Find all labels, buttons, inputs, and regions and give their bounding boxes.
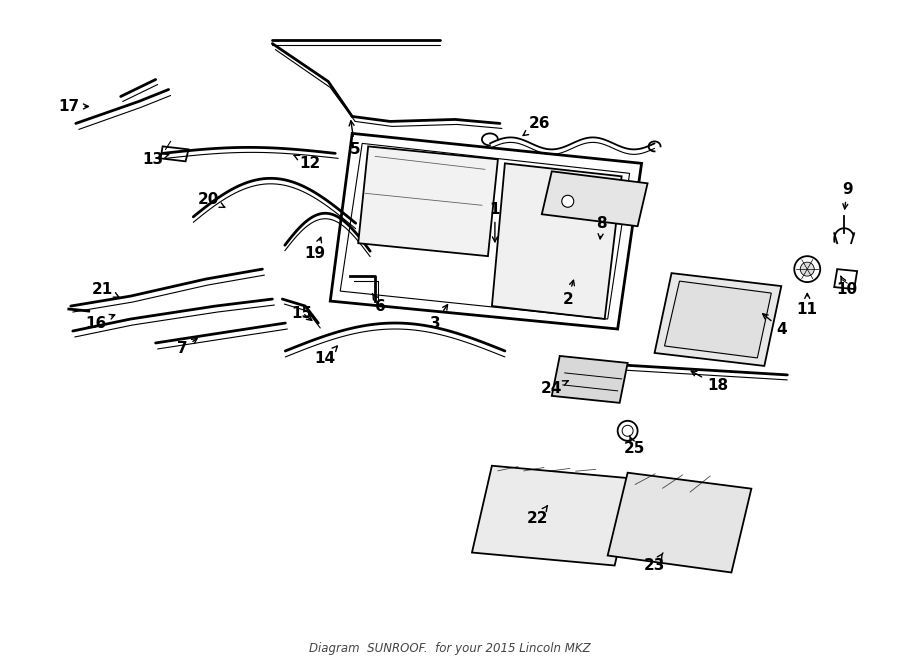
Text: 5: 5 <box>349 121 361 157</box>
Text: 19: 19 <box>305 237 326 260</box>
Text: 22: 22 <box>527 506 549 526</box>
Polygon shape <box>542 171 648 226</box>
Text: 17: 17 <box>58 99 88 114</box>
Text: 6: 6 <box>373 293 385 313</box>
Text: 24: 24 <box>541 381 568 397</box>
Text: 12: 12 <box>294 155 321 171</box>
Text: 11: 11 <box>796 293 818 317</box>
Text: 13: 13 <box>142 152 169 167</box>
Text: 8: 8 <box>597 215 607 239</box>
Text: 10: 10 <box>837 276 858 297</box>
Text: 16: 16 <box>86 315 114 330</box>
Polygon shape <box>492 163 622 319</box>
Circle shape <box>617 421 637 441</box>
Text: Diagram  SUNROOF.  for your 2015 Lincoln MKZ: Diagram SUNROOF. for your 2015 Lincoln M… <box>310 642 590 655</box>
Circle shape <box>800 262 814 276</box>
Polygon shape <box>472 466 634 566</box>
Text: 20: 20 <box>198 192 225 208</box>
Text: 23: 23 <box>644 553 665 573</box>
Text: 14: 14 <box>315 346 338 366</box>
Polygon shape <box>358 146 498 256</box>
Polygon shape <box>664 281 771 358</box>
Polygon shape <box>834 269 857 289</box>
Text: 9: 9 <box>842 182 852 209</box>
Text: 21: 21 <box>92 282 119 297</box>
Text: 26: 26 <box>523 116 551 136</box>
Circle shape <box>795 256 820 282</box>
Text: 18: 18 <box>691 371 728 393</box>
Polygon shape <box>654 273 781 366</box>
Text: 2: 2 <box>562 280 574 307</box>
Text: 4: 4 <box>762 314 787 336</box>
Text: 1: 1 <box>490 202 500 242</box>
Text: 7: 7 <box>177 338 197 356</box>
Polygon shape <box>552 356 627 403</box>
Text: 15: 15 <box>292 305 313 321</box>
Polygon shape <box>608 473 751 572</box>
Circle shape <box>562 195 573 208</box>
Text: 25: 25 <box>624 436 645 456</box>
Text: 3: 3 <box>429 305 447 330</box>
